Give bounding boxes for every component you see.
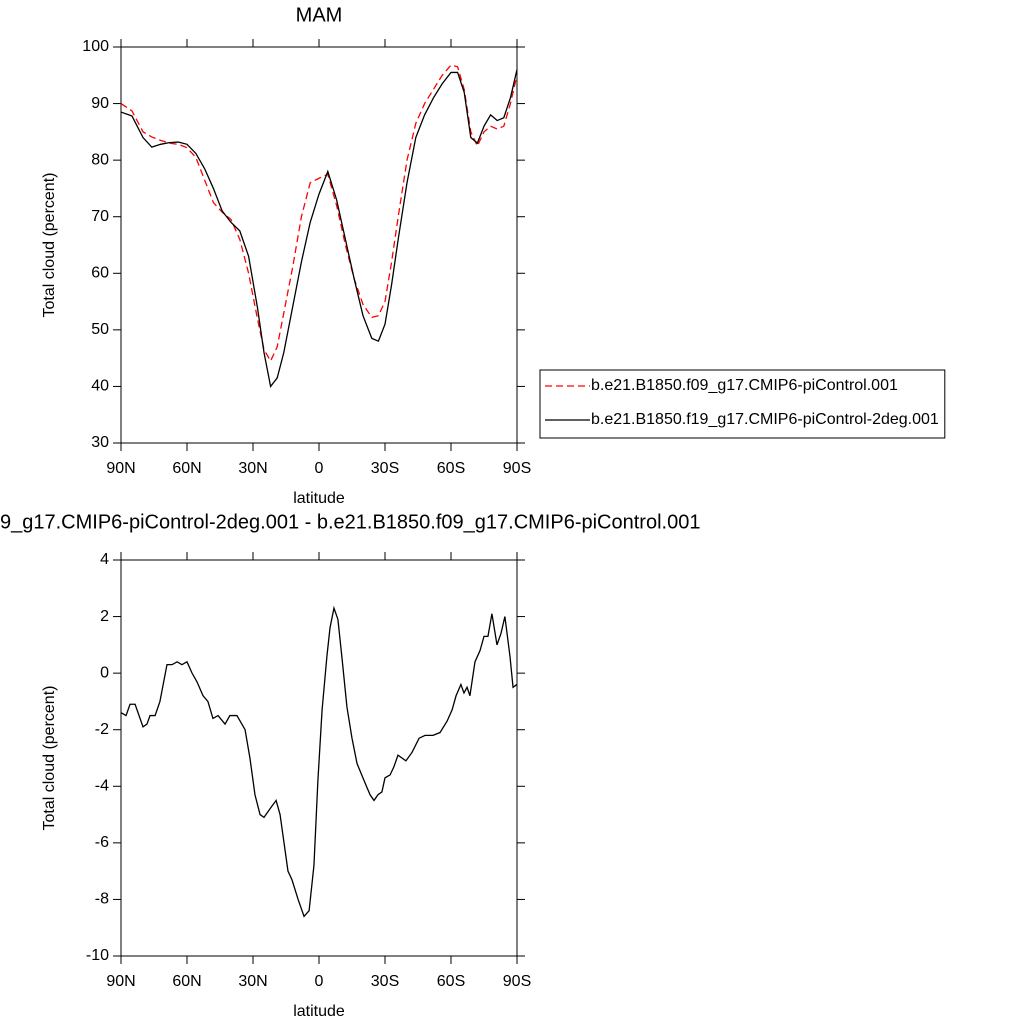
y-tick-label: -10 — [86, 947, 109, 964]
y-tick-label: 100 — [82, 38, 109, 55]
y-tick-label: 30 — [91, 434, 109, 451]
x-tick-label: 0 — [315, 460, 324, 477]
legend-label: b.e21.B1850.f09_g17.CMIP6-piControl.001 — [591, 377, 898, 394]
y-tick-label: 40 — [91, 378, 109, 395]
y-tick-label: 50 — [91, 321, 109, 338]
x-axis-label: latitude — [293, 490, 345, 507]
x-tick-label: 30N — [238, 460, 267, 477]
plot-frame — [120, 46, 518, 444]
y-tick-label: -2 — [95, 721, 109, 738]
y-tick-label: 4 — [100, 551, 109, 568]
x-tick-label: 90N — [106, 973, 135, 990]
legend-frame — [539, 369, 946, 439]
y-tick-label: -6 — [95, 834, 109, 851]
y-tick-label: 0 — [100, 664, 109, 681]
x-axis-label: latitude — [293, 1003, 345, 1020]
y-tick-label: -4 — [95, 778, 109, 795]
chart-title: MAM — [296, 4, 343, 26]
y-tick-label: 70 — [91, 208, 109, 225]
chart-title: 9_g17.CMIP6-piControl-2deg.001 - b.e21.B… — [0, 511, 700, 533]
y-tick-label: -8 — [95, 891, 109, 908]
x-tick-label: 60N — [172, 973, 201, 990]
y-axis-label: Total cloud (percent) — [41, 686, 58, 831]
data-line — [120, 605, 518, 918]
x-tick-label: 30S — [371, 460, 399, 477]
x-tick-label: 60S — [437, 460, 465, 477]
x-tick-label: 30S — [371, 973, 399, 990]
y-axis-label: Total cloud (percent) — [41, 173, 58, 318]
y-tick-label: 90 — [91, 95, 109, 112]
data-line — [120, 69, 518, 388]
y-tick-label: 60 — [91, 265, 109, 282]
x-tick-label: 90S — [503, 973, 531, 990]
x-tick-label: 90S — [503, 460, 531, 477]
legend-label: b.e21.B1850.f19_g17.CMIP6-piControl-2deg… — [591, 411, 939, 428]
plot-frame — [120, 559, 518, 957]
x-tick-label: 90N — [106, 460, 135, 477]
x-tick-label: 0 — [315, 973, 324, 990]
x-tick-label: 60S — [437, 973, 465, 990]
y-tick-label: 80 — [91, 151, 109, 168]
y-tick-label: 2 — [100, 608, 109, 625]
x-tick-label: 30N — [238, 973, 267, 990]
x-tick-label: 60N — [172, 460, 201, 477]
data-line — [120, 64, 518, 363]
